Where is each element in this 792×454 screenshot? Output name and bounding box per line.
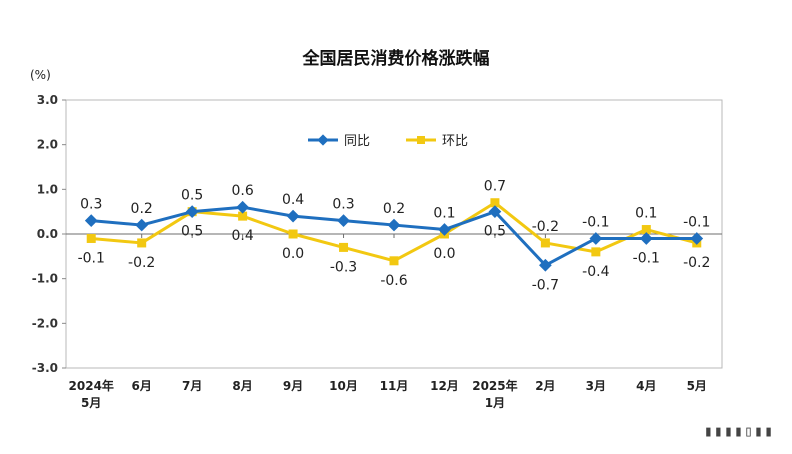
data-label-yoy: 0.1 — [433, 206, 455, 222]
y-tick-label: 3.0 — [37, 93, 58, 107]
data-point — [135, 218, 149, 232]
data-point — [288, 229, 298, 239]
x-tick-label: 10月 — [329, 379, 358, 393]
x-tick-label: 6月 — [132, 379, 152, 393]
x-tick-label: 2月 — [535, 379, 555, 393]
data-point — [84, 214, 98, 227]
x-tick-label: 2024年 — [69, 378, 114, 393]
data-label-yoy: -0.1 — [683, 214, 710, 230]
y-tick-label: -2.0 — [32, 316, 58, 330]
data-label-mom: -0.2 — [532, 219, 559, 235]
legend-label: 环比 — [442, 134, 468, 149]
data-point — [339, 242, 349, 252]
watermark-logo: ▮▮▮▮▯▮▮ — [703, 422, 774, 440]
x-tick-label: 8月 — [232, 379, 252, 393]
data-label-yoy: 0.3 — [80, 197, 102, 213]
x-tick-label: 5月 — [81, 396, 101, 410]
data-point — [591, 247, 601, 257]
data-label-mom: -0.3 — [330, 259, 357, 275]
data-label-mom: -0.2 — [128, 255, 155, 271]
data-point — [337, 214, 350, 227]
data-label-yoy: 0.2 — [131, 201, 153, 217]
data-label-mom: -0.1 — [78, 250, 105, 266]
y-tick-label: 0.0 — [37, 227, 58, 241]
x-tick-label: 4月 — [636, 379, 656, 393]
data-label-yoy: 0.6 — [231, 183, 253, 199]
data-label-yoy: 0.2 — [383, 201, 405, 217]
data-label-mom: 0.5 — [181, 224, 203, 240]
data-point — [387, 218, 401, 232]
chart-title: 全国居民消费价格涨跌幅 — [302, 48, 490, 69]
data-point — [238, 211, 248, 221]
data-label-mom: 0.7 — [484, 179, 506, 195]
data-point — [389, 256, 399, 266]
data-label-mom: 0.1 — [635, 206, 657, 222]
data-point — [86, 233, 96, 243]
data-label-yoy: 0.5 — [484, 224, 506, 240]
data-point — [236, 200, 249, 214]
x-tick-label: 7月 — [182, 379, 202, 393]
x-tick-label: 2025年 — [472, 378, 517, 393]
x-tick-label: 12月 — [430, 379, 459, 393]
data-point — [286, 209, 300, 223]
axes: 3.0 2.0 1.0 0.0 -1.0 -2.0 -3.0 2024年 5月 6月 7月 8月 9月 1… — [32, 93, 723, 410]
data-label-mom: 0.0 — [282, 246, 304, 262]
data-point — [137, 238, 147, 248]
y-tick-label: -1.0 — [32, 272, 58, 286]
data-point — [185, 205, 199, 219]
legend-label: 同比 — [344, 134, 370, 149]
legend: 同比 环比 — [308, 134, 468, 149]
data-label-mom: -0.2 — [683, 255, 710, 271]
y-unit-label: (%) — [30, 68, 51, 82]
data-point — [641, 225, 651, 235]
data-label-yoy: 0.5 — [181, 188, 203, 204]
x-tick-label: 11月 — [380, 379, 409, 393]
data-point — [490, 198, 500, 208]
x-tick-label: 5月 — [687, 379, 707, 393]
data-label-yoy: 0.4 — [282, 192, 304, 208]
data-label-mom: -0.4 — [582, 264, 609, 280]
data-label-yoy: -0.1 — [582, 214, 609, 230]
y-tick-label: 2.0 — [37, 138, 58, 152]
data-point — [488, 205, 502, 219]
data-point — [540, 238, 550, 248]
data-label-yoy: 0.3 — [332, 197, 354, 213]
data-label-mom: 0.4 — [231, 228, 253, 244]
legend-marker — [417, 136, 425, 144]
legend-marker — [317, 134, 329, 146]
x-tick-label: 1月 — [485, 396, 505, 410]
data-label-yoy: -0.1 — [633, 250, 660, 266]
data-label-mom: -0.6 — [380, 273, 407, 289]
x-tick-label: 9月 — [283, 379, 303, 393]
x-tick-label: 3月 — [586, 379, 606, 393]
data-labels: 0.3 -0.1 0.2 -0.2 0.5 0.5 0.6 0.4 0.4 0.0 0.3 -0.3 0… — [78, 179, 711, 294]
y-tick-label: -3.0 — [32, 361, 58, 375]
data-label-yoy: -0.7 — [532, 277, 559, 293]
data-label-mom: 0.0 — [433, 246, 455, 262]
y-tick-label: 1.0 — [37, 182, 58, 196]
data-point — [438, 223, 451, 236]
